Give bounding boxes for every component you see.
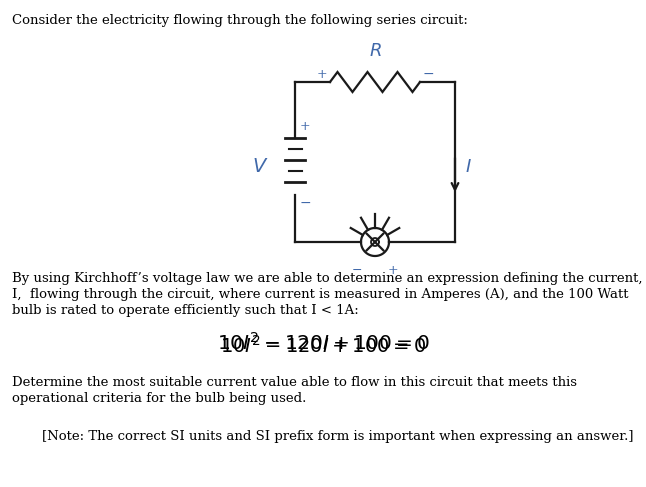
Text: operational criteria for the bulb being used.: operational criteria for the bulb being … (12, 392, 306, 405)
Text: $\mathit{10I}^2 - \mathit{120I} + \mathit{100} = 0$: $\mathit{10I}^2 - \mathit{120I} + \mathi… (216, 332, 430, 354)
Text: +: + (317, 68, 327, 80)
Text: bulb is rated to operate efficiently such that I < 1A:: bulb is rated to operate efficiently suc… (12, 304, 359, 317)
Text: −: − (423, 67, 435, 81)
Text: +: + (300, 119, 311, 132)
Text: −: − (300, 196, 311, 210)
Text: $V$: $V$ (252, 157, 268, 175)
Text: +: + (388, 264, 399, 277)
Text: $I$: $I$ (465, 158, 472, 176)
Text: $R$: $R$ (369, 42, 381, 60)
Text: [Note: The correct SI units and SI prefix form is important when expressing an a: [Note: The correct SI units and SI prefi… (42, 430, 634, 443)
Text: I,  flowing through the circuit, where current is measured in Amperes (A), and t: I, flowing through the circuit, where cu… (12, 288, 629, 301)
Text: By using Kirchhoff’s voltage law we are able to determine an expression defining: By using Kirchhoff’s voltage law we are … (12, 272, 643, 285)
Text: Consider the electricity flowing through the following series circuit:: Consider the electricity flowing through… (12, 14, 468, 27)
Text: Determine the most suitable current value able to flow in this circuit that meet: Determine the most suitable current valu… (12, 376, 577, 389)
Text: $10I^2 - 120I + 100 = 0$: $10I^2 - 120I + 100 = 0$ (220, 335, 426, 357)
Text: −: − (352, 264, 362, 277)
